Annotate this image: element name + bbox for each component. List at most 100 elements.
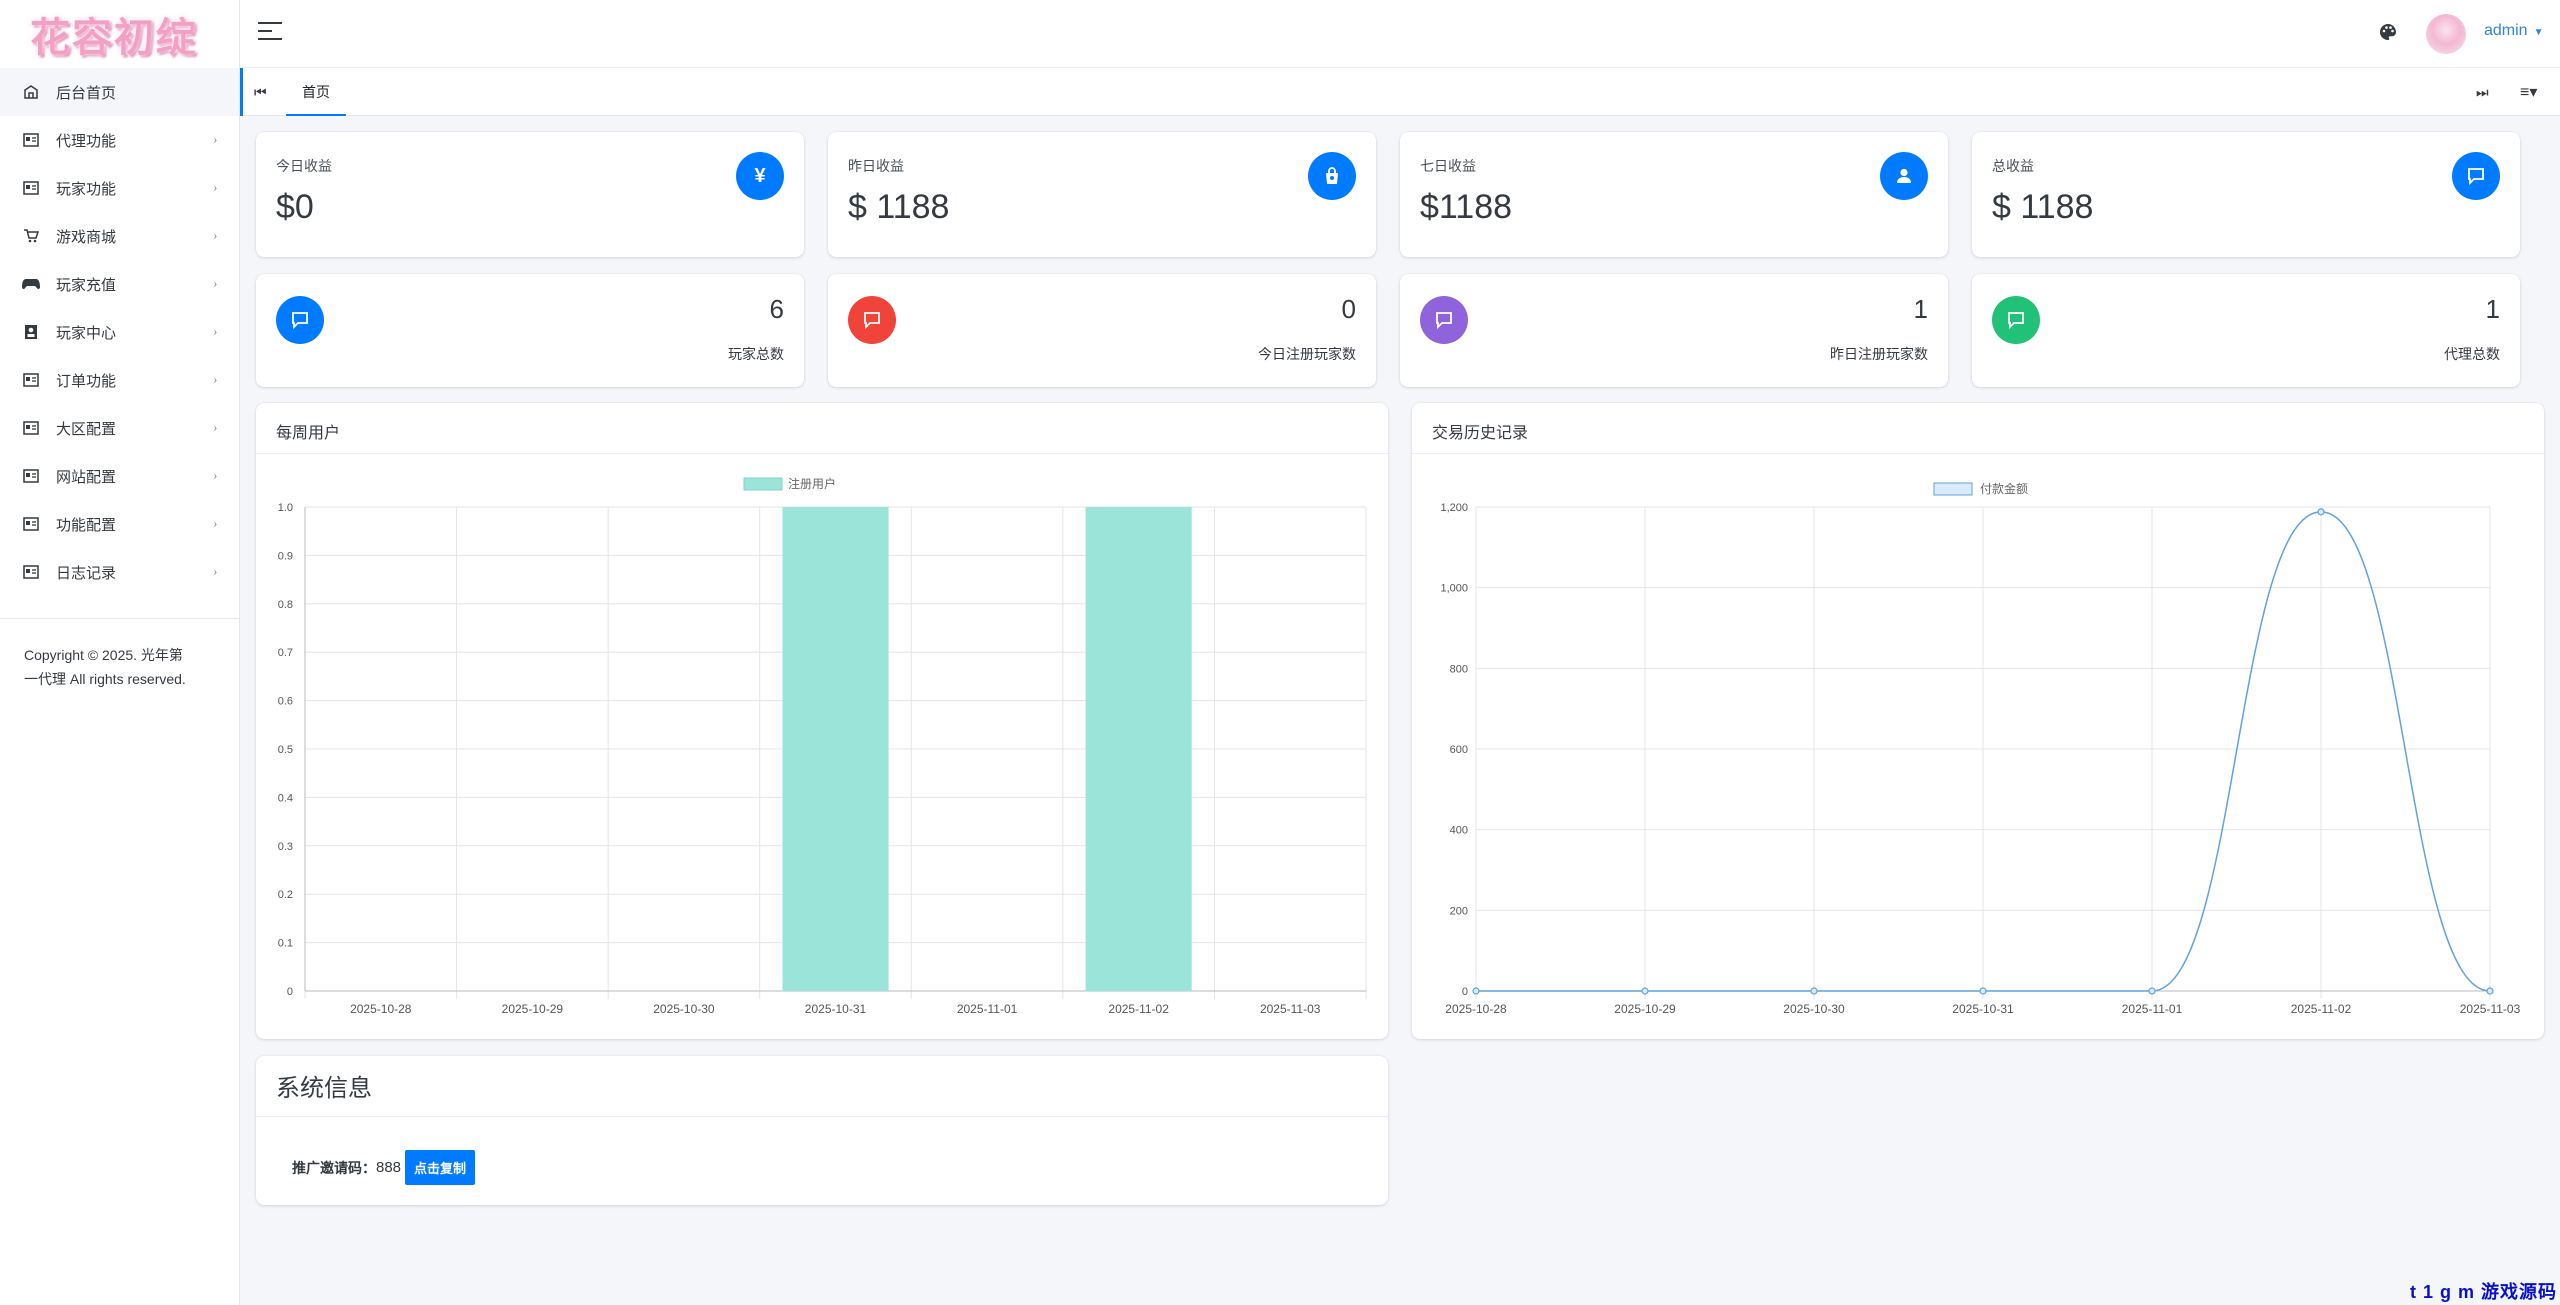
sidebar-item-region[interactable]: 大区配置 ›	[0, 404, 239, 452]
y-tick-label: 800	[1450, 663, 1468, 675]
y-tick-label: 0.6	[278, 696, 293, 708]
count-label: 代理总数	[2444, 346, 2500, 362]
count-value: 0	[1341, 294, 1356, 324]
sidebar-item-shop[interactable]: 游戏商城 ›	[0, 212, 239, 260]
x-tick-label: 2025-10-30	[653, 1002, 715, 1016]
y-tick-label: 1,000	[1440, 583, 1468, 595]
legend-label: 注册用户	[788, 476, 836, 491]
legend-swatch	[1933, 482, 1973, 496]
y-tick-label: 0.5	[278, 744, 293, 756]
gamepad-icon	[22, 275, 40, 293]
data-point	[2486, 987, 2494, 995]
user-icon	[1880, 152, 1928, 200]
y-tick-label: 1.0	[278, 502, 293, 514]
logo[interactable]: 花容初绽	[30, 14, 198, 61]
x-tick-label: 2025-10-28	[1445, 1002, 1507, 1016]
sidebar-item-label: 后台首页	[56, 84, 117, 102]
chevron-right-icon: ›	[213, 422, 217, 434]
x-tick-label: 2025-11-03	[2460, 1002, 2521, 1016]
tab-scroll-right-icon[interactable]: ⏭	[2476, 84, 2489, 100]
sidebar-item-recharge[interactable]: 玩家充值 ›	[0, 260, 239, 308]
yen-icon: ¥	[736, 152, 784, 200]
chevron-right-icon: ›	[213, 230, 217, 242]
contact-icon	[22, 323, 40, 341]
stat-value: $1188	[1420, 188, 1513, 226]
y-tick-label: 0	[1462, 986, 1468, 998]
sidebar-item-label: 订单功能	[56, 372, 117, 390]
sidebar-item-logs[interactable]: 日志记录 ›	[0, 548, 239, 596]
home-icon	[22, 83, 40, 101]
copy-button[interactable]: 点击复制	[405, 1150, 476, 1185]
tab-bar: ⏮ 首页 ⏭ ≡▾	[240, 68, 2560, 116]
x-tick-label: 2025-11-02	[1108, 1002, 1169, 1016]
stat-label: 今日收益	[276, 158, 332, 174]
avatar[interactable]	[2426, 14, 2466, 54]
sidebar-item-orders[interactable]: 订单功能 ›	[0, 356, 239, 404]
data-point	[2317, 508, 2325, 516]
y-tick-label: 0.8	[278, 599, 293, 611]
message-icon	[276, 296, 324, 344]
data-point	[1979, 987, 1987, 995]
message-icon	[848, 296, 896, 344]
y-tick-label: 0.4	[278, 792, 293, 804]
x-tick-label: 2025-10-28	[350, 1002, 412, 1016]
id-card-icon	[22, 467, 40, 485]
y-tick-label: 600	[1450, 744, 1468, 756]
stat-label: 昨日收益	[848, 158, 904, 174]
chevron-right-icon: ›	[213, 374, 217, 386]
invite-row: 推广邀请码： 888 点击复制	[292, 1150, 476, 1185]
sidebar-nav: 后台首页 代理功能 › 玩家功能 › 游戏商城 › 玩家充值 › 玩家中心 ›	[0, 68, 239, 596]
data-point	[1810, 987, 1818, 995]
sidebar-divider	[0, 618, 239, 619]
message-icon	[1420, 296, 1468, 344]
palette-icon[interactable]	[2378, 22, 2400, 44]
data-point	[1641, 987, 1649, 995]
id-card-icon	[22, 179, 40, 197]
stat-value: $0	[276, 188, 314, 226]
sidebar-item-features[interactable]: 功能配置 ›	[0, 500, 239, 548]
count-label: 昨日注册玩家数	[1830, 346, 1928, 362]
tab-home[interactable]: 首页	[286, 68, 346, 116]
tab-scroll-left-icon[interactable]: ⏮	[254, 84, 267, 100]
x-tick-label: 2025-10-29	[502, 1002, 564, 1016]
stat-label: 七日收益	[1420, 158, 1476, 174]
sidebar-item-home[interactable]: 后台首页	[0, 68, 239, 116]
stat-card-yesterday: 昨日收益 $ 1188	[828, 132, 1376, 257]
id-card-icon	[22, 419, 40, 437]
count-label: 今日注册玩家数	[1258, 346, 1356, 362]
tab-menu-icon[interactable]: ≡▾	[2520, 84, 2538, 101]
sidebar-item-player-center[interactable]: 玩家中心 ›	[0, 308, 239, 356]
user-menu[interactable]: admin ▼	[2484, 22, 2543, 40]
chevron-right-icon: ›	[213, 518, 217, 530]
legend-swatch	[743, 477, 783, 491]
sidebar-item-agent[interactable]: 代理功能 ›	[0, 116, 239, 164]
chevron-right-icon: ›	[213, 470, 217, 482]
transaction-history-card: 交易历史记录 付款金额 0 200 400 600 800 1,000 1,200 2025-1…	[1412, 403, 2544, 1039]
top-header: admin ▼	[240, 0, 2560, 68]
bar	[782, 507, 889, 991]
count-value: 1	[2485, 294, 2500, 324]
chevron-right-icon: ›	[213, 326, 217, 338]
transaction-history-title: 交易历史记录	[1432, 425, 1529, 442]
sidebar-item-player[interactable]: 玩家功能 ›	[0, 164, 239, 212]
y-tick-label: 400	[1450, 825, 1468, 837]
cart-icon	[22, 227, 40, 245]
panel-divider	[1412, 453, 2544, 454]
chevron-right-icon: ›	[213, 566, 217, 578]
y-tick-label: 0.2	[278, 889, 293, 901]
chevron-right-icon: ›	[213, 278, 217, 290]
sidebar-item-label: 玩家功能	[56, 180, 117, 198]
y-tick-label: 0	[287, 986, 293, 998]
x-tick-label: 2025-11-01	[957, 1002, 1018, 1016]
sidebar-item-label: 网站配置	[56, 468, 117, 486]
sidebar: 花容初绽 后台首页 代理功能 › 玩家功能 › 游戏商城 › 玩家充值 ›	[0, 0, 240, 1305]
brand: 花容初绽	[0, 0, 239, 68]
menu-toggle-icon[interactable]	[258, 22, 282, 46]
message-icon	[1992, 296, 2040, 344]
sidebar-item-label: 大区配置	[56, 420, 117, 438]
y-tick-label: 0.3	[278, 841, 293, 853]
panel-divider	[256, 453, 1388, 454]
count-card-today-registered: 0 今日注册玩家数	[828, 274, 1376, 387]
sidebar-item-site[interactable]: 网站配置 ›	[0, 452, 239, 500]
caret-down-icon: ▼	[2533, 27, 2544, 38]
